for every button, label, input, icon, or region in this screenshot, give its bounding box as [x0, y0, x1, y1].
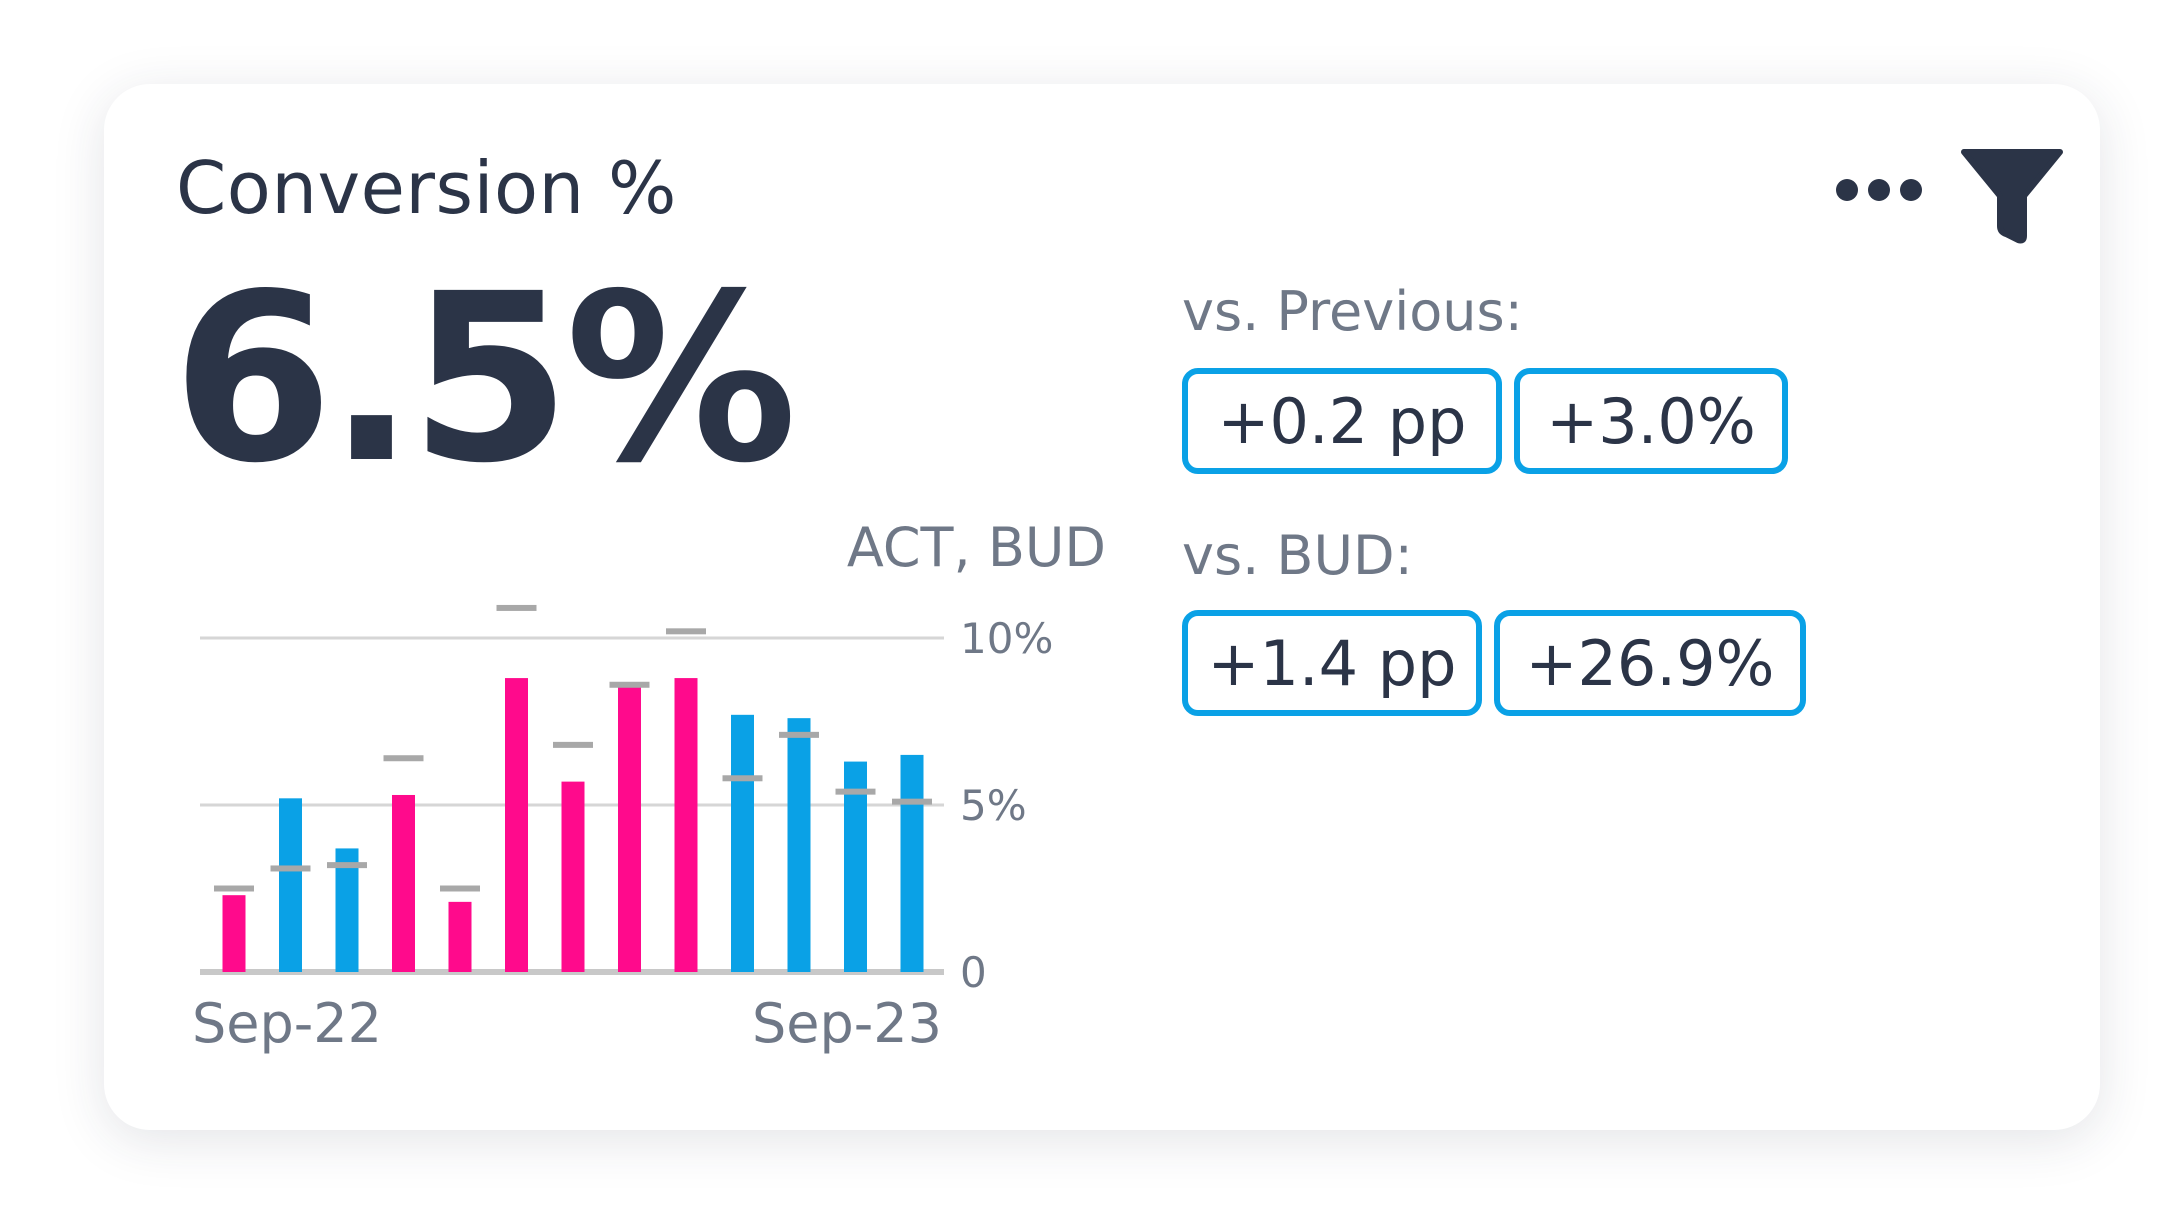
bud-marker	[892, 798, 932, 805]
filter-icon[interactable]	[1960, 148, 2064, 244]
act-bar	[279, 798, 302, 972]
act-bar	[618, 684, 641, 972]
y-tick-label: 0	[960, 948, 987, 997]
act-bar	[900, 754, 924, 972]
act-bar	[448, 901, 472, 972]
bud-marker	[383, 755, 424, 762]
act-bar	[674, 678, 698, 972]
act-bar	[561, 781, 585, 972]
bud-marker	[722, 775, 763, 782]
kpi-value: 6.5%	[172, 244, 797, 514]
card-title: Conversion %	[176, 146, 677, 230]
vs-bud-abs-badge: +1.4 pp	[1182, 610, 1482, 716]
bud-marker	[214, 885, 254, 892]
bud-marker	[440, 885, 480, 892]
vs-bud-label: vs. BUD:	[1182, 524, 1413, 587]
bud-marker	[327, 862, 367, 869]
act-bar	[335, 848, 359, 972]
act-bar	[392, 794, 415, 972]
y-tick-label: 10%	[960, 614, 1053, 663]
bud-marker	[835, 788, 876, 795]
act-bar	[844, 761, 867, 972]
x-tick-label: Sep-23	[752, 992, 942, 1055]
bud-marker	[496, 604, 537, 611]
act-bar	[222, 895, 246, 972]
bud-marker	[779, 731, 819, 738]
vs-bud-rel-badge: +26.9%	[1494, 610, 1806, 716]
bud-marker	[553, 741, 593, 748]
act-bar	[505, 678, 528, 972]
x-tick-label: Sep-22	[192, 992, 382, 1055]
conversion-card: Conversion % 6.5% vs. Previous: +0.2 pp …	[104, 84, 2100, 1130]
act-bar	[787, 718, 811, 972]
more-horizontal-icon[interactable]	[1834, 172, 1924, 208]
bud-marker	[609, 681, 650, 688]
act-bar	[731, 714, 754, 972]
bud-marker	[666, 628, 706, 635]
bud-marker	[270, 865, 311, 872]
conversion-bar-chart: 0 5% 10% Sep-22 Sep-23	[192, 604, 1053, 1055]
vs-previous-rel-badge: +3.0%	[1514, 368, 1788, 474]
vs-previous-label: vs. Previous:	[1182, 280, 1523, 343]
chart-legend: ACT, BUD	[846, 516, 1106, 579]
y-tick-label: 5%	[960, 781, 1027, 830]
vs-previous-abs-badge: +0.2 pp	[1182, 368, 1502, 474]
